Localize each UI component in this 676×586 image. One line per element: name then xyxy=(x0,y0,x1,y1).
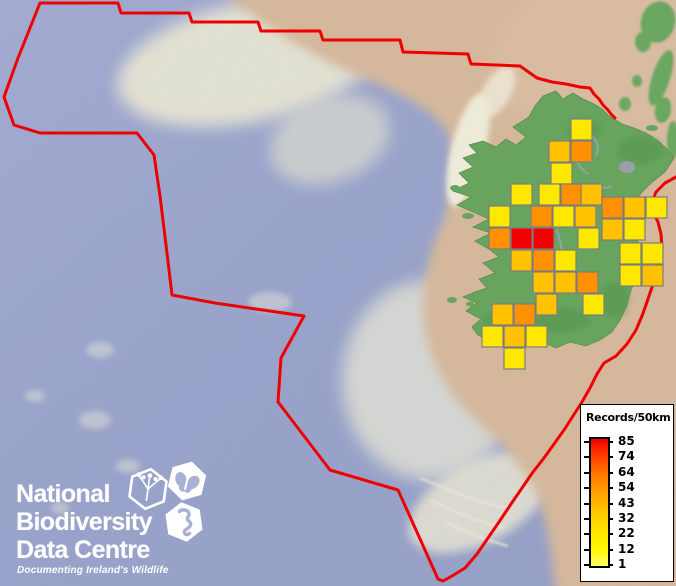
legend-panel: Records/50km 85 74 64 54 43 32 22 12 1 xyxy=(580,404,674,582)
legend-tick-mark xyxy=(608,502,613,505)
grid-cell xyxy=(570,118,593,141)
grid-cell xyxy=(623,196,646,219)
legend-tick-label: 54 xyxy=(618,480,635,495)
grid-cell xyxy=(554,249,577,272)
legend-tick-mark xyxy=(584,564,589,567)
legend-tick-label: 74 xyxy=(618,449,635,464)
logo-text-datacentre: Data Centre xyxy=(16,536,150,564)
grid-cell xyxy=(580,183,603,206)
legend-tick-mark xyxy=(584,533,589,536)
grid-cell xyxy=(641,242,664,265)
grid-cell xyxy=(554,271,577,294)
legend-tick-mark xyxy=(584,456,589,459)
legend-tick-mark xyxy=(608,518,613,520)
logo-text-national: National xyxy=(16,480,110,508)
legend-tick-mark xyxy=(608,441,613,443)
butterfly-icon xyxy=(167,461,207,501)
legend-tick-mark xyxy=(608,471,613,474)
grid-cell xyxy=(641,264,664,287)
grid-cell xyxy=(488,205,511,228)
legend-tick-label: 32 xyxy=(618,511,635,525)
grid-cell xyxy=(535,293,558,316)
legend-tick-mark xyxy=(608,548,613,551)
legend-tick-mark xyxy=(584,502,589,505)
grid-cell xyxy=(560,183,583,206)
legend-tick-label: 22 xyxy=(618,526,635,541)
grid-cell xyxy=(503,347,526,370)
legend-tick-label: 43 xyxy=(618,495,635,510)
grid-cell xyxy=(510,227,533,250)
grid-cell xyxy=(623,218,646,241)
grid-cell xyxy=(576,271,599,294)
grid-cell xyxy=(619,264,642,287)
grid-cell xyxy=(570,140,593,163)
seahorse-icon xyxy=(165,502,203,542)
grid-cell xyxy=(574,205,597,228)
grid-cell xyxy=(510,249,533,272)
grid-cell xyxy=(481,325,504,348)
grid-cell xyxy=(601,218,624,241)
legend-tick-label: 85 xyxy=(618,434,635,448)
legend-title: Records/50km xyxy=(586,411,671,424)
grid-cell xyxy=(538,183,561,206)
logo-tagline: Documenting Ireland's Wildlife xyxy=(17,565,169,576)
legend-tick-mark xyxy=(584,471,589,474)
legend-tick-label: 1 xyxy=(618,557,627,572)
legend-tick-label: 64 xyxy=(618,464,635,479)
tree-icon xyxy=(128,467,168,511)
grid-cell xyxy=(491,303,514,326)
legend-tick-mark xyxy=(584,548,589,551)
legend-tick-mark xyxy=(584,518,589,520)
grid-cell xyxy=(532,249,555,272)
grid-cell xyxy=(510,183,533,206)
grid-cell xyxy=(532,227,555,250)
grid-cell xyxy=(582,293,605,316)
grid-cell xyxy=(525,325,548,348)
legend-tick-mark xyxy=(608,533,613,536)
logo-hexagons xyxy=(128,461,207,542)
legend-tick-mark xyxy=(584,487,589,490)
grid-cell xyxy=(619,242,642,265)
grid-cell xyxy=(645,196,668,219)
grid-cell xyxy=(530,205,553,228)
grid-cell xyxy=(548,140,571,163)
grid-cell xyxy=(552,205,575,228)
legend-tick-mark xyxy=(584,441,589,443)
records-grid xyxy=(481,118,668,370)
grid-cell xyxy=(601,196,624,219)
grid-cell xyxy=(577,227,600,250)
legend-tick-mark xyxy=(608,564,613,567)
nbdc-logo: National Biodiversity Data Centre Docume… xyxy=(0,455,250,585)
legend-tick-mark xyxy=(608,456,613,459)
legend-tick-label: 12 xyxy=(618,541,635,556)
legend-gradient-bar xyxy=(589,437,610,568)
grid-cell xyxy=(488,227,511,250)
legend-tick-mark xyxy=(608,487,613,490)
grid-cell xyxy=(550,162,573,185)
grid-cell xyxy=(513,303,536,326)
logo-text-biodiversity: Biodiversity xyxy=(16,508,153,536)
grid-cell xyxy=(532,271,555,294)
grid-cell xyxy=(503,325,526,348)
